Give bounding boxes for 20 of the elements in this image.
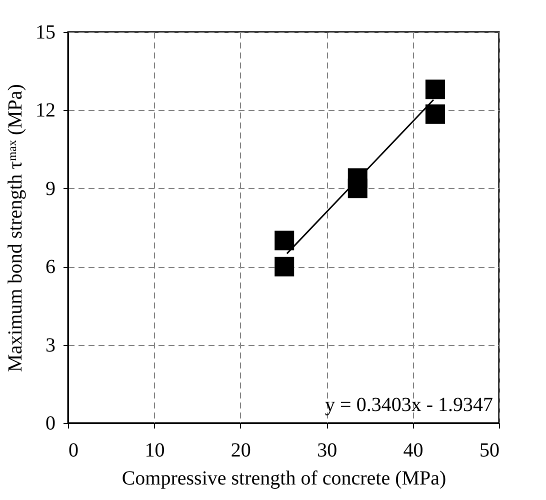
x-axis-title: Compressive strength of concrete (MPa) [122, 468, 446, 490]
point [274, 256, 294, 276]
y-tick-label: 15 [36, 22, 56, 44]
x-tick-label: 20 [230, 440, 251, 462]
point [348, 178, 368, 198]
point [274, 230, 294, 250]
y-tick-label: 12 [36, 100, 56, 122]
y-tick-label: 0 [46, 412, 56, 434]
point [425, 104, 445, 124]
x-tick-label: 50 [480, 440, 500, 462]
x-tick-label: 0 [68, 440, 78, 462]
x-tick-label: 30 [317, 440, 338, 462]
x-tick-label: 40 [403, 440, 424, 462]
y-tick-label: 6 [46, 256, 56, 278]
y-axis-title: Maximum bond strength τᵐᵃˣ (MPa) [4, 84, 26, 372]
x-tick-label: 10 [144, 440, 165, 462]
y-tick-label: 9 [46, 178, 56, 200]
point [425, 80, 445, 100]
y-tick-label: 3 [46, 334, 56, 356]
annotation: y = 0.3403x - 1.9347 [325, 394, 493, 416]
